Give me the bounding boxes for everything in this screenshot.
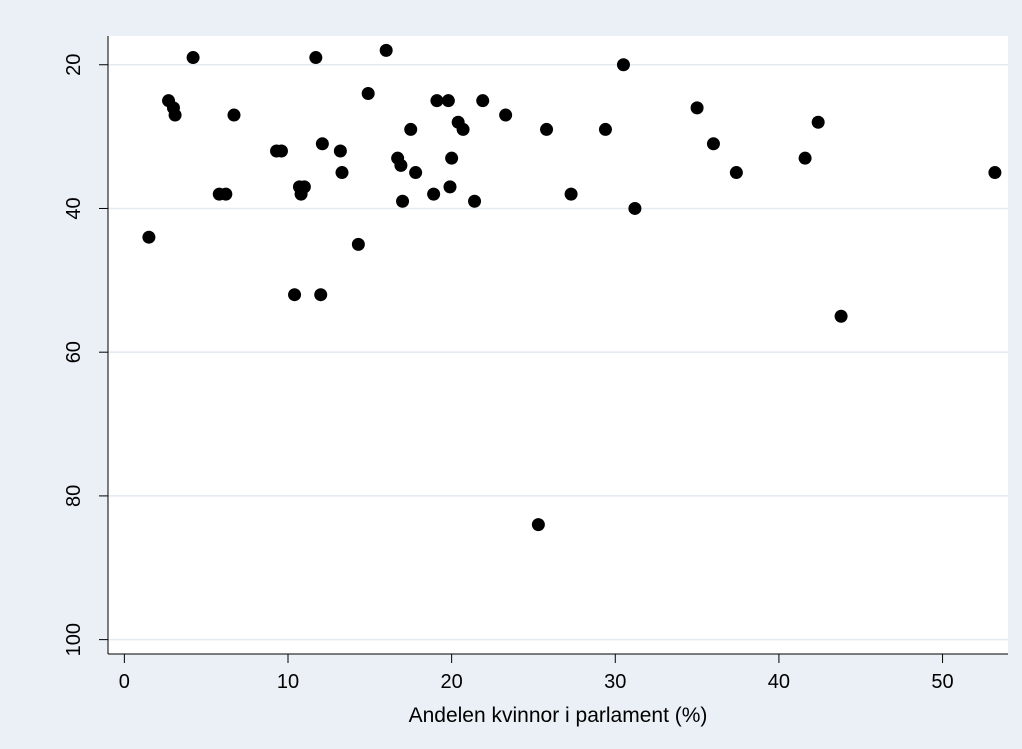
y-tick-label: 60 — [63, 341, 85, 363]
data-point — [531, 518, 545, 532]
data-point — [394, 158, 408, 172]
x-tick-label: 20 — [441, 671, 463, 693]
data-point — [315, 137, 329, 151]
data-point — [476, 94, 490, 108]
data-point — [427, 187, 441, 201]
data-point — [628, 201, 642, 215]
data-point — [499, 108, 513, 122]
x-tick-label: 50 — [931, 671, 953, 693]
data-point — [706, 137, 720, 151]
data-point — [690, 101, 704, 115]
data-point — [430, 94, 444, 108]
data-point — [288, 288, 302, 302]
data-point — [379, 43, 393, 57]
data-point — [335, 166, 349, 180]
data-point — [361, 86, 375, 100]
data-point — [186, 51, 200, 65]
data-point — [834, 309, 848, 323]
data-point — [988, 166, 1002, 180]
data-point — [404, 122, 418, 136]
x-tick-label: 30 — [604, 671, 626, 693]
data-point — [333, 144, 347, 158]
y-tick-label: 100 — [63, 623, 85, 656]
data-point — [309, 51, 323, 65]
data-points — [142, 43, 1002, 532]
data-point — [811, 115, 825, 129]
axes — [107, 36, 1008, 655]
x-axis-title: Andelen kvinnor i parlament (%) — [409, 704, 708, 727]
data-point — [598, 122, 612, 136]
x-tick-label: 0 — [119, 671, 130, 693]
data-point — [168, 108, 182, 122]
data-point — [351, 237, 365, 251]
x-axis-ticks: 0 10 20 30 40 50 — [119, 654, 954, 693]
data-point — [441, 94, 455, 108]
data-point — [729, 166, 743, 180]
x-tick-label: 10 — [277, 671, 299, 693]
data-point — [142, 230, 156, 244]
data-point — [409, 166, 423, 180]
data-point — [468, 194, 482, 208]
y-axis-ticks: 20 40 60 80 100 — [63, 54, 108, 656]
data-point — [219, 187, 233, 201]
data-point — [443, 180, 457, 194]
x-tick-label: 40 — [768, 671, 790, 693]
data-point — [798, 151, 812, 165]
data-point — [540, 122, 554, 136]
y-tick-label: 80 — [63, 485, 85, 507]
y-tick-label: 40 — [63, 197, 85, 219]
data-point — [227, 108, 241, 122]
data-point — [564, 187, 578, 201]
data-point — [297, 180, 311, 194]
plot-area — [108, 36, 1008, 654]
y-tick-label: 20 — [63, 54, 85, 76]
data-point — [314, 288, 328, 302]
data-point — [456, 122, 470, 136]
data-point — [274, 144, 288, 158]
data-point — [445, 151, 459, 165]
data-point — [396, 194, 410, 208]
data-point — [616, 58, 630, 72]
grid-lines — [108, 63, 1008, 641]
